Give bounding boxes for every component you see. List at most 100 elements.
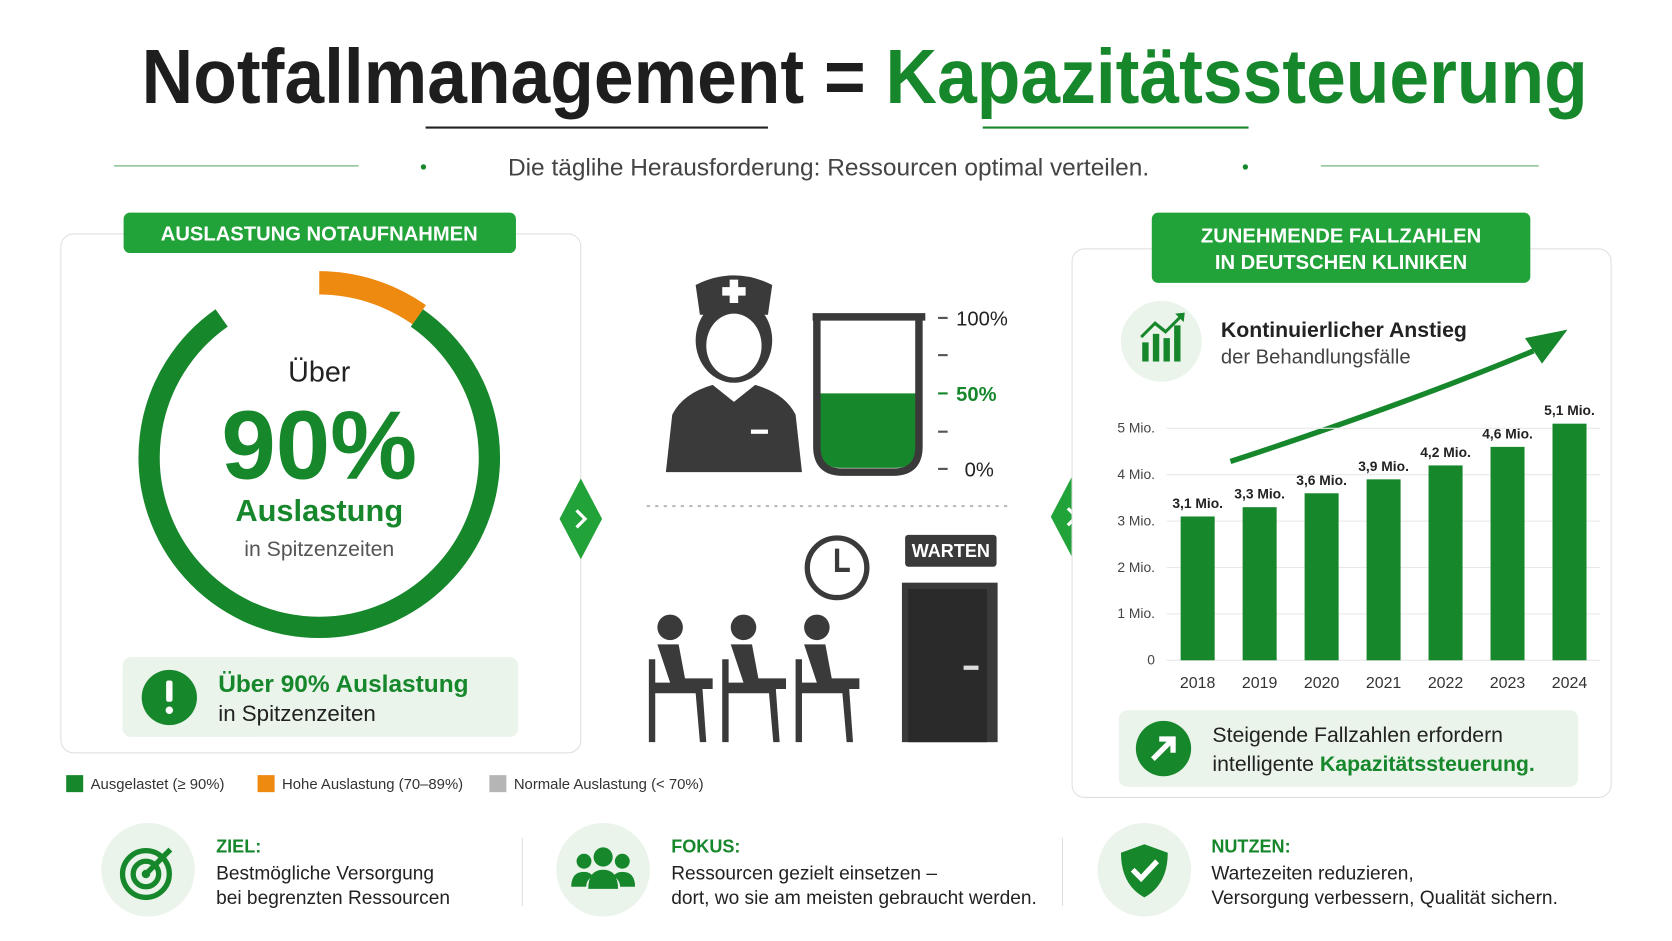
x-tick-label: 2019 [1242,675,1278,692]
legend-label: Ausgelastet (≥ 90%) [91,777,225,793]
bar [1366,479,1401,661]
trend-arrow-head [1525,329,1568,364]
y-tick-label: 0 [1147,652,1155,668]
beaker-ticks [938,316,948,470]
footer-text: Bestmögliche Versorgung [216,863,434,884]
beaker [812,313,926,476]
legend: Ausgelastet (≥ 90%) Hohe Auslastung (70–8… [66,775,704,793]
alert-icon [165,706,174,714]
beaker-label: 50% [956,384,996,406]
footer-label: NUTZEN: [1211,837,1290,857]
gauge-ring-high [318,271,426,325]
sign [905,534,997,567]
target-icon [119,847,173,901]
title-main: Notfallmanagement = [142,35,866,120]
gauge-ring [138,309,500,639]
title-highlight: Kapazitätssteuerung [886,35,1588,120]
trend-arrow [1229,348,1535,464]
y-tick-label: 4 Mio. [1117,466,1155,482]
x-tick-label: 2024 [1552,675,1588,692]
legend-label: Normale Auslastung (< 70%) [514,777,704,793]
team-icon [571,847,636,889]
y-tick-label: 1 Mio. [1117,605,1155,621]
target-icon [141,869,151,879]
footer-label: ZIEL: [216,837,261,857]
legend-swatch [66,775,84,793]
x-tick-label: 2022 [1428,675,1464,692]
beaker-label: 100% [956,308,1008,330]
shield-check [1130,859,1160,883]
value-label: 3,3 Mio. [1234,486,1285,502]
x-tick-label: 2018 [1180,675,1216,692]
y-tick-label: 5 Mio. [1117,420,1155,436]
value-label: 3,6 Mio. [1296,472,1347,488]
nurse-badge [750,429,768,434]
chart-icon [1140,312,1185,362]
dot [420,164,427,170]
y-tick-label: 3 Mio. [1117,512,1155,528]
legend-swatch [257,775,275,793]
x-tick-label: 2020 [1304,675,1340,692]
note-text: intelligente [1212,752,1314,776]
dot [1242,164,1249,170]
badge [1151,212,1531,283]
y-tick-label: 2 Mio. [1117,559,1155,575]
bar [1490,446,1525,661]
footer-text: Wartezeiten reduzieren, [1211,863,1413,884]
nurse-cross [722,279,746,304]
value-label: 3,1 Mio. [1172,495,1223,511]
value-label: 3,9 Mio. [1358,458,1409,474]
badge-text: IN DEUTSCHEN KLINIKEN [1215,252,1467,274]
nurse-face [706,313,762,378]
x-tick-label: 2023 [1490,675,1526,692]
alert-box [122,657,519,737]
shield-icon [1120,844,1168,898]
beaker-label: 0% [965,459,994,481]
door-handle [963,665,979,670]
footer-text: bei begrenzten Ressourcen [216,888,450,909]
footer-label: FOKUS: [671,837,740,857]
subtitle: Die täglihe Herausforderung: Ressourcen … [508,154,1149,181]
badge-text: AUSLASTUNG NOTAUFNAHMEN [161,223,478,245]
chart-subheading: der Behandlungsfälle [1221,347,1411,369]
x-tick-label: 2021 [1366,675,1402,692]
note-icon-arrow [1150,736,1176,762]
chart-heading: Kontinuierlicher Anstieg [1221,318,1467,342]
badge-text: ZUNEHMENDE FALLZAHLEN [1201,225,1481,247]
value-label: 4,2 Mio. [1420,444,1471,460]
alert-icon [166,680,173,702]
gauge-prefix: Über [288,357,351,389]
gauge-label: Auslastung [235,493,403,528]
gauge-value: 90% [221,389,417,499]
bar [1552,423,1587,661]
bar-chart: 0 1 Mio. 2 Mio. 3 Mio. 4 Mio. 5 Mio. 2018 3,1 M… [1117,402,1601,692]
note-highlight: Kapazitätssteuerung. [1320,752,1535,776]
value-label: 5,1 Mio. [1544,402,1595,418]
clock-hands [834,548,850,573]
legend-swatch [489,775,507,793]
bar [1304,493,1339,661]
footer-text: Versorgung verbessern, Qualität sichern. [1211,888,1558,909]
bar [1180,516,1215,661]
note-box [1118,710,1579,787]
bar [1428,465,1463,661]
alert-line: in Spitzenzeiten [218,701,376,726]
footer-text: Ressourcen gezielt einsetzen – [671,863,937,884]
alert-line: Über 90% Auslastung [218,671,468,698]
connector [559,478,603,560]
chart-icon-bg [1120,300,1202,382]
waiting-people [648,614,860,743]
title: Notfallmanagement = Kapazitätssteuerung [142,35,1588,120]
sign-text: WARTEN [912,541,990,561]
gauge-caption: in Spitzenzeiten [244,537,394,561]
badge [123,212,516,254]
note-line: intelligente Kapazitätssteuerung. [1212,752,1534,776]
beaker-fill [818,393,917,468]
note-line: Steigende Fallzahlen erfordern [1212,723,1503,747]
connector-arrow [575,509,588,529]
legend-label: Hohe Auslastung (70–89%) [282,777,463,793]
footer-text: dort, wo sie am meisten gebraucht werden… [671,888,1037,909]
value-label: 4,6 Mio. [1482,425,1533,441]
